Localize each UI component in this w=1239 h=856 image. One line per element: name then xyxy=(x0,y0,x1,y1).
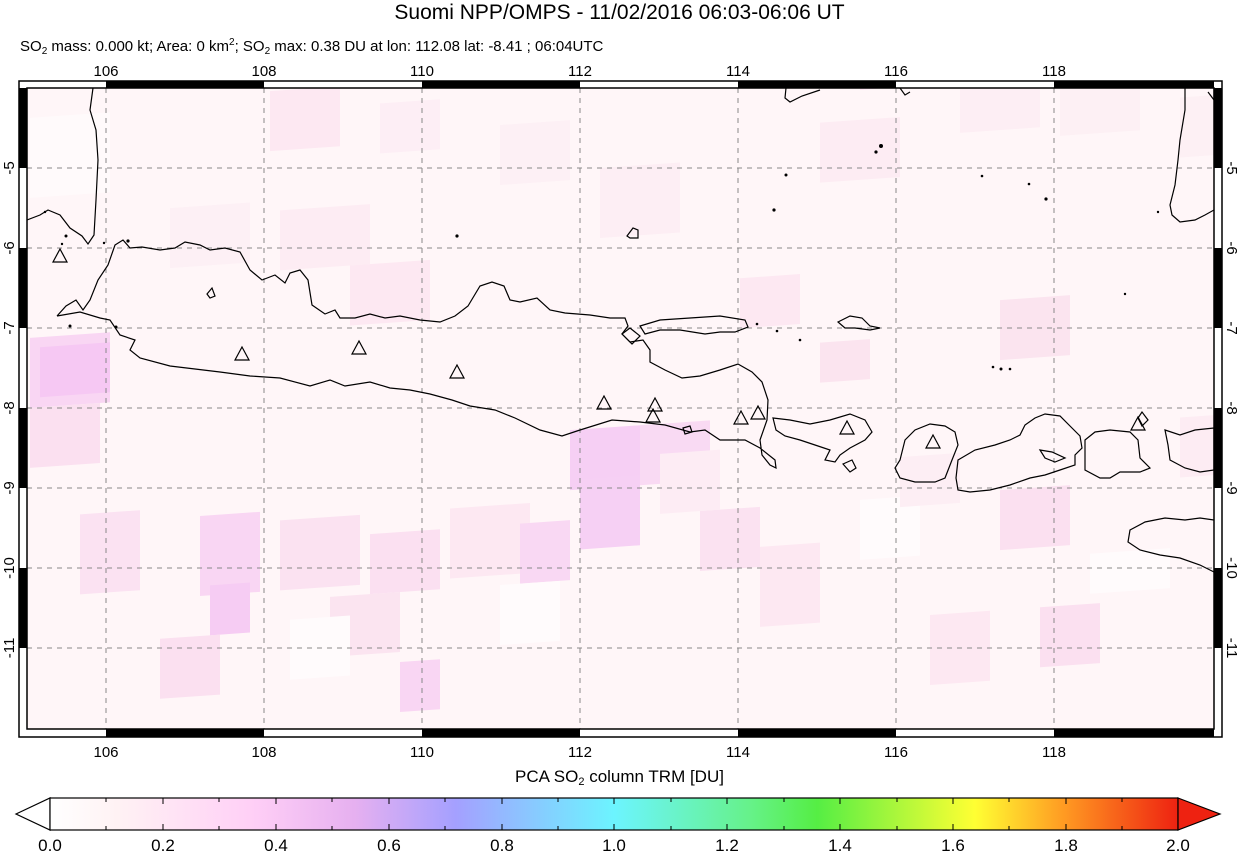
lat-label: -11 xyxy=(1223,638,1239,659)
lon-label: 114 xyxy=(726,63,750,80)
lat-label: -9 xyxy=(1,481,18,494)
colorbar-tick-label: 1.4 xyxy=(828,836,852,855)
lon-label: 106 xyxy=(93,63,118,80)
colorbar-tick-label: 1.6 xyxy=(941,836,965,855)
colorbar-title: PCA SO2 column TRM [DU] xyxy=(0,767,1239,788)
lon-label: 110 xyxy=(410,744,434,761)
map-title: Suomi NPP/OMPS - 11/02/2016 06:03-06:06 … xyxy=(394,1,845,24)
colorbar-tick-label: 0.4 xyxy=(264,836,288,855)
lat-labels-right: -5 -6 -7 -8 -9 -10 -11 xyxy=(1223,161,1239,658)
colorbar-tick-label: 1.0 xyxy=(602,836,626,855)
lon-labels-bottom: 106 108 110 112 114 116 118 xyxy=(93,744,1065,761)
colorbar-tick-label: 0.8 xyxy=(490,836,514,855)
so2-label: SO xyxy=(20,38,42,55)
lon-label: 114 xyxy=(726,744,750,761)
lon-label: 116 xyxy=(884,744,908,761)
triangle-icon xyxy=(51,247,69,263)
max-location-text: max: 0.38 DU at lon: 112.08 lat: -8.41 ;… xyxy=(270,38,604,55)
triangle-icon xyxy=(924,433,942,449)
subscript: 2 xyxy=(264,46,271,57)
lat-label: -10 xyxy=(1,557,18,579)
colorbar-tick-label: 0.0 xyxy=(38,836,62,855)
colorbar-tick-label: 0.2 xyxy=(151,836,175,855)
lon-label: 108 xyxy=(251,63,276,80)
triangle-icon xyxy=(749,404,767,420)
colorbar-min-arrow xyxy=(14,797,51,831)
triangle-icon xyxy=(448,363,466,379)
lon-label: 118 xyxy=(1042,744,1066,761)
colorbar-tick-label: 2.0 xyxy=(1166,836,1190,855)
lat-label: -9 xyxy=(1223,481,1239,494)
triangle-icon xyxy=(646,396,664,412)
lon-label: 108 xyxy=(251,744,276,761)
triangle-icon xyxy=(350,339,368,355)
lat-label: -6 xyxy=(1223,241,1239,254)
colorbar-tick-label: 0.6 xyxy=(377,836,401,855)
so2-summary: SO2 mass: 0.000 kt; Area: 0 km2; SO2 max… xyxy=(20,34,603,61)
superscript: 2 xyxy=(229,37,235,48)
so2-label: ; SO xyxy=(234,38,265,55)
lat-label: -11 xyxy=(1,638,18,659)
subscript: 2 xyxy=(578,776,585,788)
triangle-icon xyxy=(732,409,750,425)
lat-label: -5 xyxy=(1223,161,1239,174)
volcano-markers xyxy=(51,247,1147,449)
triangle-icon xyxy=(838,419,856,435)
subscript: 2 xyxy=(41,46,48,57)
triangle-icon xyxy=(233,345,251,361)
lat-labels-left: -5 -6 -7 -8 -9 -10 -11 xyxy=(1,161,18,658)
lon-label: 106 xyxy=(93,744,118,761)
triangle-icon xyxy=(595,394,613,410)
lat-label: -10 xyxy=(1223,557,1239,579)
colorbar-title-suffix: column TRM [DU] xyxy=(584,767,724,786)
triangle-icon xyxy=(644,407,662,423)
colorbar-max-arrow xyxy=(1177,797,1222,831)
coastlines xyxy=(27,88,1214,573)
lon-label: 118 xyxy=(1042,63,1066,80)
lon-label: 112 xyxy=(568,63,592,80)
lat-label: -5 xyxy=(1,161,18,174)
colorbar-tick-label: 1.8 xyxy=(1054,836,1078,855)
mass-area-text: mass: 0.000 kt; Area: 0 km xyxy=(47,38,229,55)
colorbar-tick-label: 1.2 xyxy=(715,836,739,855)
lon-label: 116 xyxy=(884,63,908,80)
small-islands xyxy=(43,144,1160,371)
map-frame xyxy=(18,80,1223,738)
colorbar xyxy=(14,797,1222,831)
colorbar-title-prefix: PCA SO xyxy=(515,767,579,786)
lon-label: 112 xyxy=(568,744,592,761)
lat-label: -7 xyxy=(1223,321,1239,334)
lat-label: -8 xyxy=(1223,401,1239,414)
lat-label: -8 xyxy=(1,401,18,414)
lat-label: -7 xyxy=(1,321,18,334)
lon-labels-top: 106 108 110 112 114 116 118 xyxy=(93,63,1065,80)
lon-label: 110 xyxy=(410,63,434,80)
graticule xyxy=(27,88,1214,729)
colorbar-ticks xyxy=(105,798,1123,830)
triangle-icon xyxy=(1129,415,1147,431)
lat-label: -6 xyxy=(1,241,18,254)
